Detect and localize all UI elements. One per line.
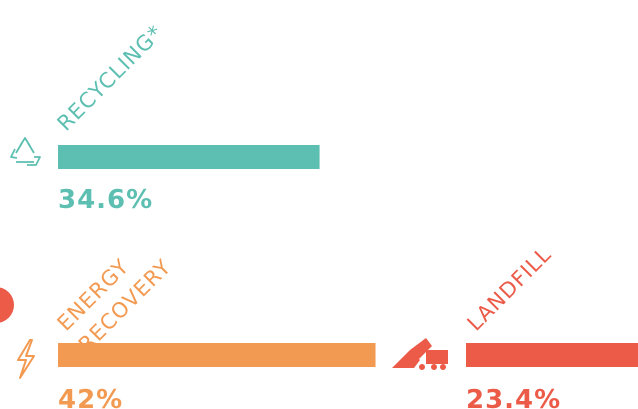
decor-circle — [0, 287, 14, 323]
category-label: ENERGYRECOVERY — [53, 233, 176, 356]
truck-icon — [392, 338, 448, 370]
value-label: 42% — [58, 385, 123, 409]
category-label: RECYCLING* — [53, 20, 168, 135]
bar — [58, 343, 376, 367]
bar — [466, 343, 638, 367]
value-label: 34.6% — [58, 185, 153, 215]
recycle-icon — [10, 137, 41, 166]
lightning-icon — [17, 339, 35, 379]
bar — [58, 145, 320, 169]
value-label: 23.4% — [466, 385, 561, 409]
category-label: LANDFILL — [463, 242, 556, 335]
